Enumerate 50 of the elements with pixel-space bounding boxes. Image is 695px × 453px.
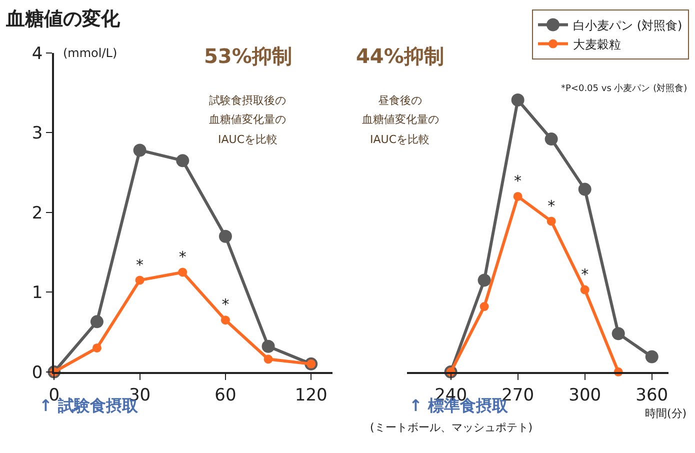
data-label: * (514, 172, 522, 190)
point (511, 93, 524, 106)
x-tick-label: 300 (568, 385, 602, 406)
x-tick-label: 360 (636, 385, 668, 406)
point (135, 276, 144, 285)
x-tick-label: 120 (294, 385, 328, 406)
point (645, 350, 658, 364)
point (218, 230, 232, 243)
point (478, 274, 491, 287)
point (220, 316, 230, 325)
annotation: 血糖値変化量の (362, 113, 439, 126)
text: (ミートボール、マッシュポテト) (370, 421, 533, 434)
point (264, 354, 273, 364)
annotation: *P<0.05 vs 小麦パン (対照食) (561, 83, 688, 94)
chart-title: 血糖値の変化 (5, 8, 121, 30)
annotation: 53%抑制 (204, 44, 292, 68)
legend-label: 大麦穀粒 (573, 37, 621, 52)
point (580, 285, 590, 294)
point (133, 144, 146, 157)
point (546, 216, 556, 226)
x-tick-label: 60 (214, 385, 236, 406)
point (612, 327, 625, 340)
data-label: * (178, 248, 187, 266)
y-tick-label: 4 (32, 44, 43, 64)
y-axis-title: (mmol/L) (63, 46, 118, 60)
annotation: 試験食摂取後の (209, 94, 286, 107)
annotation: IAUCを比較 (370, 133, 430, 146)
point (262, 340, 275, 353)
annotation: 昼食後の (378, 94, 422, 107)
point (544, 132, 558, 146)
data-label: * (581, 265, 590, 284)
data-label: * (548, 196, 556, 215)
data-label: * (136, 256, 144, 274)
annotation: IAUCを比較 (218, 133, 278, 146)
point (178, 268, 188, 277)
y-tick-label: 1 (32, 283, 43, 304)
x-axis-title: 時間(分) (645, 407, 687, 420)
data-label: * (222, 296, 230, 314)
point (90, 315, 104, 328)
legend-label: 白小麦パン (対照食) (573, 18, 682, 32)
point (92, 343, 102, 352)
annotation: 血糖値変化量の (209, 113, 286, 126)
y-tick-label: 2 (32, 203, 43, 224)
point (513, 192, 522, 201)
point (480, 302, 489, 312)
y-tick-label: 3 (32, 124, 43, 144)
point (176, 154, 190, 168)
annotation: 44%抑制 (356, 44, 444, 68)
y-tick-label: 0 (32, 362, 43, 383)
point (578, 182, 592, 196)
